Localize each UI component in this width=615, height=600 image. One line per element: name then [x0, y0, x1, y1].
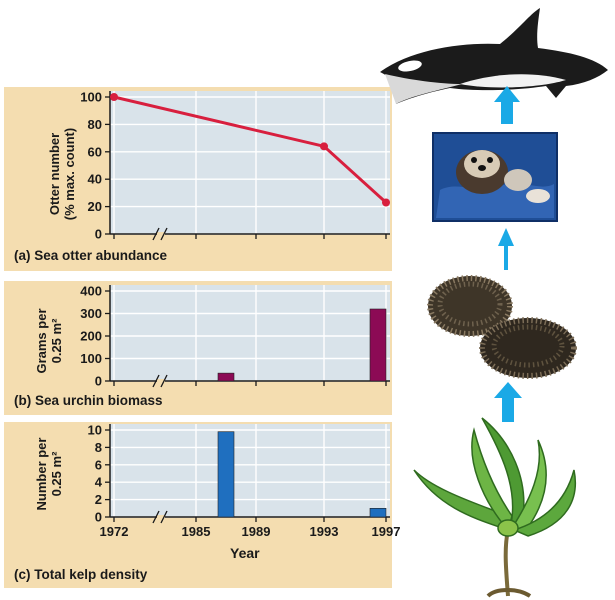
axis-break-gap	[157, 232, 165, 236]
axis-break-mark	[152, 374, 160, 388]
bar-1997	[369, 508, 387, 518]
y-tick-label: 100	[80, 90, 102, 105]
y-tick-label: 0	[95, 510, 102, 525]
urchin-bar-chart: 0 100 200 300 400	[80, 284, 390, 389]
axis-break-mark	[152, 227, 160, 241]
kelp-bar-chart: 0 2 4 6 8 10 1972 1985 1989 1993 1997	[88, 423, 401, 540]
arrow-up-icon	[494, 86, 520, 124]
y-tick-label: 2	[95, 492, 102, 507]
y-tick-label: 60	[88, 144, 102, 159]
y-tick-label: 200	[80, 329, 102, 344]
axis-break-gap	[157, 379, 165, 383]
y-tick-label: 8	[95, 440, 102, 455]
y-tick-label: 20	[88, 199, 102, 214]
x-axis-label: Year	[230, 545, 260, 561]
food-chain-illustrations	[380, 8, 608, 598]
y-tick-label: 300	[80, 306, 102, 321]
x-tick-label: 1985	[182, 524, 211, 539]
x-tick-label: 1993	[310, 524, 339, 539]
orca-icon	[380, 8, 608, 104]
x-tick-label: 1972	[100, 524, 129, 539]
sea-urchin-icon	[427, 275, 577, 379]
axis-break-mark	[160, 374, 168, 388]
caption-c: (c) Total kelp density	[14, 567, 148, 582]
kelp-icon	[413, 417, 576, 598]
data-point	[382, 198, 390, 207]
panel-kelp: Number per 0.25 m² 0 2 4 6 8 10 1972 1985 1989 19…	[4, 422, 401, 588]
data-point	[320, 142, 328, 151]
axis-break-gap	[157, 515, 165, 519]
arrow-up-icon	[498, 228, 514, 270]
bar-1987	[217, 431, 235, 518]
y-tick-label: 6	[95, 457, 102, 472]
y-tick-label: 40	[88, 172, 102, 187]
y-tick-label: 0	[95, 374, 102, 389]
bar-1987	[217, 372, 235, 382]
panel-sea-otter: Otter number (% max. count) 0 20 40 60 80 100…	[4, 87, 392, 271]
arrow-up-icon	[494, 382, 522, 422]
y-tick-label: 100	[80, 351, 102, 366]
y-tick-label: 10	[88, 423, 102, 438]
data-point	[110, 93, 118, 101]
otter-line-chart: 0 20 40 60 80 100	[80, 90, 390, 242]
axis-break-mark	[160, 510, 168, 524]
axis-break-mark	[160, 227, 168, 241]
bar-1997	[369, 308, 387, 382]
caption-b: (b) Sea urchin biomass	[14, 393, 163, 408]
panel-sea-urchin: Grams per 0.25 m² 0 100 200 300 400 (b) Sea …	[4, 281, 392, 415]
sea-otter-photo	[432, 132, 558, 222]
axis-break-mark	[152, 510, 160, 524]
plot-area	[110, 285, 390, 381]
y-tick-label: 4	[95, 475, 103, 490]
plot-area	[110, 91, 390, 234]
y-tick-label: 400	[80, 284, 102, 299]
x-tick-label: 1997	[372, 524, 401, 539]
caption-a: (a) Sea otter abundance	[14, 248, 168, 263]
y-tick-label: 0	[95, 227, 102, 242]
y-tick-label: 80	[88, 117, 102, 132]
plot-area	[110, 424, 390, 517]
x-tick-label: 1989	[242, 524, 271, 539]
